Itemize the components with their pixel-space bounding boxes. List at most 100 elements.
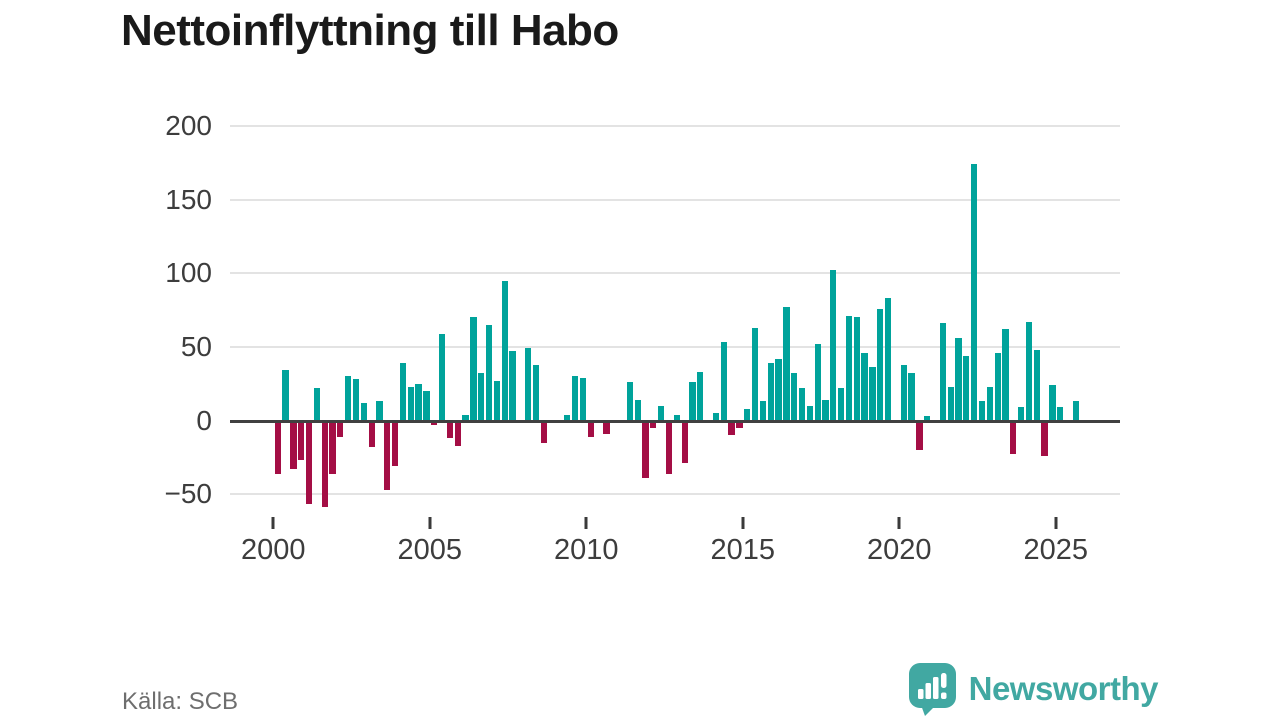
bar-2017-Q2[interactable]	[814, 343, 821, 421]
bar-2009-Q2[interactable]	[564, 414, 571, 421]
bar-2020-Q4[interactable]	[924, 416, 931, 421]
bar-2013-Q2[interactable]	[689, 382, 696, 421]
bar-2005-Q4[interactable]	[454, 422, 461, 446]
bar-2001-Q1[interactable]	[305, 422, 313, 505]
bar-2012-Q1[interactable]	[650, 422, 657, 428]
bar-2018-Q4[interactable]	[861, 352, 868, 421]
bar-2008-Q2[interactable]	[532, 364, 540, 421]
bar-2012-Q4[interactable]	[673, 414, 680, 421]
bar-2010-Q3[interactable]	[603, 422, 610, 434]
bar-2022-Q1[interactable]	[963, 355, 970, 421]
bar-2020-Q1[interactable]	[900, 364, 907, 421]
bar-2013-Q1[interactable]	[681, 422, 688, 464]
bar-2012-Q2[interactable]	[658, 405, 665, 421]
bar-2019-Q3[interactable]	[884, 298, 892, 421]
bar-2017-Q4[interactable]	[830, 270, 837, 421]
bar-2000-Q4[interactable]	[298, 422, 305, 461]
bar-2019-Q2[interactable]	[877, 308, 884, 421]
bar-2014-Q2[interactable]	[720, 342, 727, 421]
bar-2021-Q4[interactable]	[955, 338, 962, 421]
bar-2021-Q2[interactable]	[939, 323, 947, 421]
bar-2018-Q3[interactable]	[853, 317, 860, 421]
bar-2002-Q2[interactable]	[345, 376, 352, 421]
bar-2007-Q3[interactable]	[509, 351, 516, 421]
bar-2003-Q1[interactable]	[368, 422, 375, 448]
bar-2001-Q4[interactable]	[329, 422, 336, 474]
bar-2016-Q1[interactable]	[775, 358, 782, 421]
y-axis-label-100: 100	[165, 257, 212, 289]
bar-2008-Q1[interactable]	[525, 348, 532, 421]
bar-2004-Q2[interactable]	[407, 386, 414, 421]
bar-2016-Q3[interactable]	[791, 373, 798, 421]
bar-2011-Q4[interactable]	[642, 422, 649, 478]
bar-2004-Q1[interactable]	[399, 363, 407, 421]
chart-title: Nettoinflyttning till Habo	[121, 6, 619, 55]
bar-2007-Q1[interactable]	[493, 380, 500, 421]
bar-2002-Q3[interactable]	[352, 379, 360, 421]
bar-2009-Q4[interactable]	[579, 377, 587, 421]
bar-2006-Q1[interactable]	[462, 414, 469, 421]
y-axis-label-200: 200	[165, 110, 212, 141]
bar-2022-Q3[interactable]	[978, 401, 986, 421]
bar-2024-Q2[interactable]	[1033, 349, 1040, 421]
bar-2024-Q4[interactable]	[1049, 385, 1056, 421]
bar-2001-Q2[interactable]	[313, 388, 321, 421]
bar-2014-Q1[interactable]	[712, 413, 720, 421]
bar-2023-Q2[interactable]	[1002, 329, 1009, 421]
bar-2020-Q3[interactable]	[916, 422, 923, 450]
bar-2010-Q1[interactable]	[587, 422, 594, 437]
bar-2025-Q1[interactable]	[1057, 407, 1064, 421]
bar-2017-Q1[interactable]	[806, 405, 813, 421]
bar-2003-Q4[interactable]	[391, 422, 399, 467]
x-tick-label-2005: 2005	[397, 534, 463, 566]
bar-2024-Q1[interactable]	[1025, 321, 1033, 421]
bar-2023-Q4[interactable]	[1017, 407, 1025, 421]
bar-2020-Q2[interactable]	[908, 373, 915, 421]
bar-2022-Q4[interactable]	[986, 386, 993, 421]
bar-2005-Q3[interactable]	[446, 422, 454, 439]
bar-2003-Q3[interactable]	[384, 422, 391, 490]
bar-2006-Q3[interactable]	[478, 373, 485, 421]
x-tick-label-2020: 2020	[867, 534, 932, 566]
bar-2014-Q3[interactable]	[728, 422, 735, 436]
bar-2005-Q1[interactable]	[431, 422, 438, 425]
bar-2015-Q2[interactable]	[751, 327, 759, 421]
bar-2000-Q1[interactable]	[274, 422, 281, 474]
bar-2004-Q4[interactable]	[423, 391, 430, 421]
bar-2002-Q1[interactable]	[337, 422, 344, 437]
bar-2015-Q3[interactable]	[759, 401, 767, 421]
bar-2025-Q3[interactable]	[1072, 401, 1080, 421]
bar-2017-Q3[interactable]	[822, 399, 829, 421]
bar-2014-Q4[interactable]	[736, 422, 743, 428]
y-axis-label-0: 0	[196, 404, 212, 436]
bar-2011-Q2[interactable]	[626, 382, 634, 421]
bar-2015-Q4[interactable]	[767, 363, 774, 421]
bar-2006-Q4[interactable]	[485, 324, 493, 421]
bar-2000-Q3[interactable]	[290, 422, 297, 470]
bar-2013-Q3[interactable]	[697, 371, 704, 421]
bar-2001-Q3[interactable]	[321, 422, 328, 508]
bar-2016-Q4[interactable]	[798, 388, 806, 421]
bar-2008-Q3[interactable]	[540, 422, 547, 443]
bar-2021-Q3[interactable]	[947, 386, 954, 421]
bar-2015-Q1[interactable]	[744, 408, 751, 421]
bar-2011-Q3[interactable]	[634, 399, 641, 421]
bar-2016-Q2[interactable]	[783, 307, 790, 421]
bar-2019-Q1[interactable]	[869, 367, 876, 421]
bar-2024-Q3[interactable]	[1041, 422, 1048, 456]
bar-2018-Q1[interactable]	[838, 388, 845, 421]
bar-2000-Q2[interactable]	[282, 370, 289, 421]
bar-2005-Q2[interactable]	[438, 333, 446, 421]
bar-2002-Q4[interactable]	[360, 402, 367, 421]
bar-2007-Q2[interactable]	[501, 280, 508, 421]
bar-2018-Q2[interactable]	[845, 315, 853, 421]
bar-2012-Q3[interactable]	[665, 422, 673, 474]
bar-2009-Q3[interactable]	[571, 376, 579, 421]
bar-2022-Q2[interactable]	[971, 164, 978, 421]
bar-2006-Q2[interactable]	[470, 317, 477, 421]
newsworthy-wordmark: Newsworthy	[968, 670, 1159, 707]
bar-2023-Q3[interactable]	[1010, 422, 1017, 455]
bar-2003-Q2[interactable]	[376, 401, 383, 421]
bar-2004-Q3[interactable]	[415, 383, 422, 421]
bar-2023-Q1[interactable]	[994, 352, 1001, 421]
